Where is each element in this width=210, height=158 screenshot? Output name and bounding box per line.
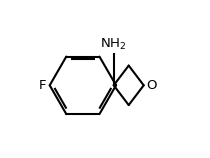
Text: NH$_2$: NH$_2$ (101, 37, 127, 52)
Text: F: F (38, 79, 46, 92)
Text: O: O (146, 79, 157, 92)
